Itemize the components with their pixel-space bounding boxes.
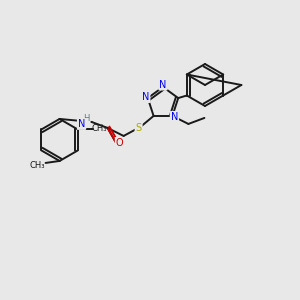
Text: CH₃: CH₃ — [91, 124, 106, 133]
Text: S: S — [136, 123, 142, 133]
Text: H: H — [83, 114, 90, 123]
Text: N: N — [78, 119, 85, 129]
Text: O: O — [116, 138, 123, 148]
Text: N: N — [171, 112, 178, 122]
Text: CH₃: CH₃ — [30, 161, 45, 170]
Text: N: N — [159, 80, 167, 89]
Text: N: N — [142, 92, 149, 102]
